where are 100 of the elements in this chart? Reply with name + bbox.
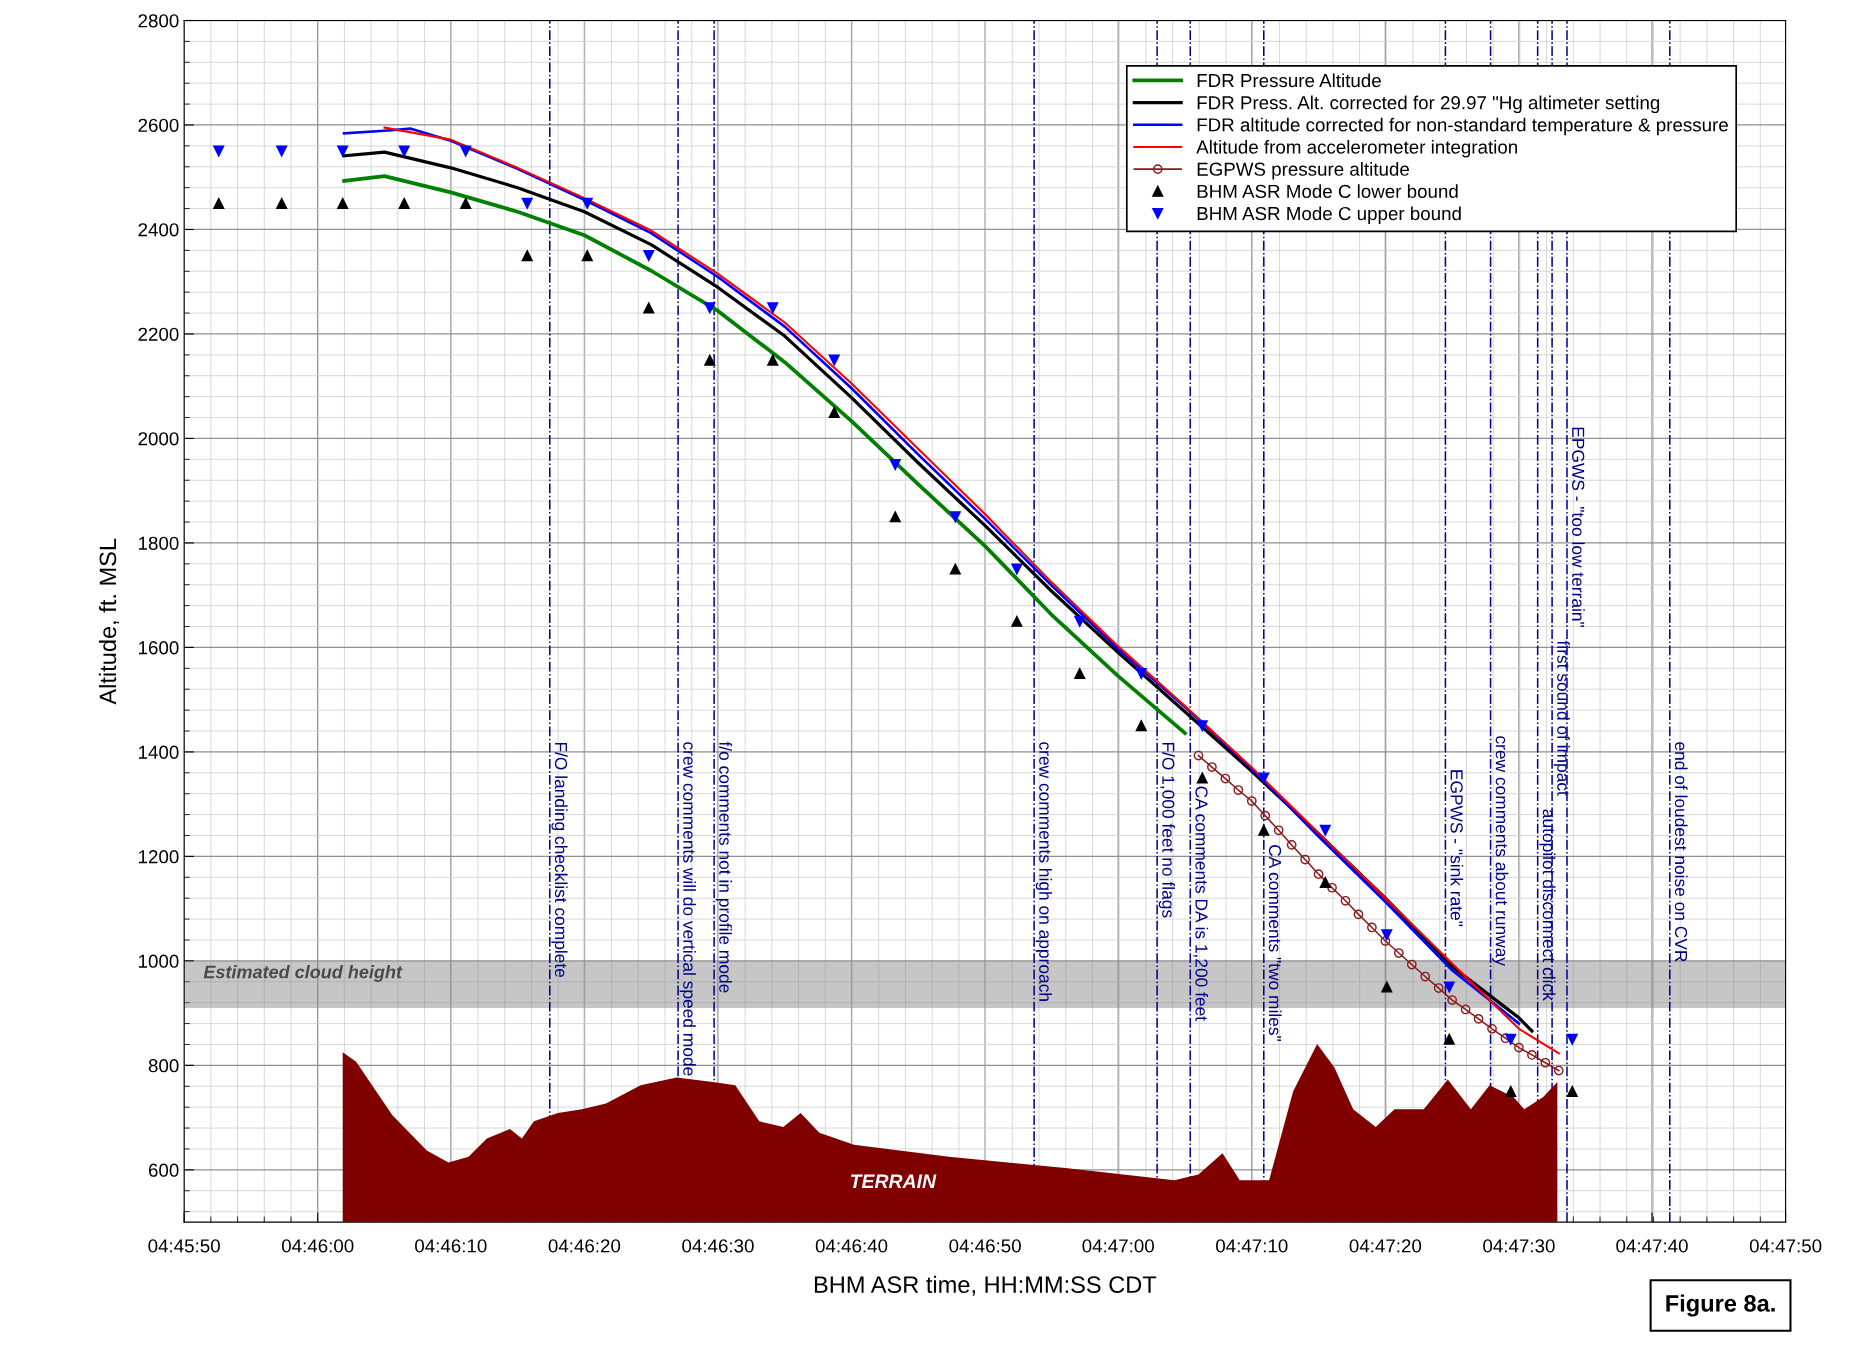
point xyxy=(1196,772,1208,784)
point xyxy=(398,197,410,209)
x-tick-label: 04:46:50 xyxy=(949,1239,1021,1253)
point xyxy=(1011,563,1023,575)
point xyxy=(1566,1033,1578,1045)
point xyxy=(521,197,533,209)
point xyxy=(949,511,961,523)
x-axis-title: BHM ASR time, HH:MM:SS CDT xyxy=(814,1275,1157,1296)
ref-line-label: EPGWS - "too low terrain" xyxy=(1572,427,1585,627)
ref-line-label: crew comments high on approach xyxy=(1035,742,1052,1001)
point xyxy=(460,197,472,209)
point xyxy=(1353,909,1364,920)
point xyxy=(1074,615,1086,627)
x-tick-label: 04:47:40 xyxy=(1616,1239,1688,1253)
point xyxy=(1258,824,1270,836)
ref-line-label: first sound of impact xyxy=(1553,640,1570,796)
point xyxy=(213,197,225,209)
point xyxy=(1406,959,1417,970)
point xyxy=(1313,869,1324,880)
point xyxy=(1233,785,1244,795)
point xyxy=(1473,1014,1484,1024)
point xyxy=(1381,981,1393,993)
point xyxy=(1393,948,1404,958)
point xyxy=(1319,824,1331,836)
point xyxy=(1260,810,1271,821)
point xyxy=(1340,895,1351,906)
y-tick-label: 1400 xyxy=(139,745,179,759)
ref-line-label: end of loudest noise on CVR xyxy=(1674,742,1688,962)
ref-line-label: CA comments DA is 1,200 feet xyxy=(1193,786,1209,1021)
point xyxy=(1220,773,1231,784)
series-label: TERRAIN xyxy=(851,1174,937,1188)
ref-line-label: EGPWS - "sink rate" xyxy=(1450,770,1464,927)
y-tick-label: 1600 xyxy=(139,641,179,655)
point xyxy=(1566,1085,1578,1098)
point xyxy=(213,145,225,157)
point xyxy=(767,354,779,366)
legend-label: FDR Pressure Altitude xyxy=(1197,73,1381,88)
point xyxy=(1433,983,1444,993)
point xyxy=(337,197,349,209)
ref-line-label: crew comments about runway xyxy=(1492,736,1509,967)
point xyxy=(1443,981,1455,993)
legend-label: BHM ASR Mode C upper bound xyxy=(1197,206,1461,224)
point xyxy=(643,250,655,262)
point xyxy=(1367,922,1377,933)
x-tick-label: 04:47:20 xyxy=(1349,1239,1422,1253)
ref-line-label: F/O landing checklist complete xyxy=(551,742,568,978)
point xyxy=(1527,1050,1537,1060)
point xyxy=(1193,750,1204,761)
y-tick-label: 1200 xyxy=(139,850,179,864)
point xyxy=(889,459,901,471)
x-tick-label: 04:47:30 xyxy=(1483,1239,1555,1253)
point xyxy=(1135,720,1147,732)
caption: Figure 8a. xyxy=(1666,1294,1775,1317)
point xyxy=(1074,667,1086,680)
x-tick-label: 04:45:50 xyxy=(148,1239,220,1253)
legend-label: FDR altitude corrected for non-standard temperature & pressure xyxy=(1197,117,1728,136)
point xyxy=(398,145,410,157)
point xyxy=(1258,772,1270,784)
point xyxy=(581,197,593,209)
point xyxy=(949,563,961,575)
point xyxy=(581,250,593,262)
ref-line-label: crew comments will do vertical speed mode xyxy=(679,742,696,1076)
point xyxy=(1246,796,1257,806)
point xyxy=(704,302,716,314)
ref-line-label: autopilot disconnect click xyxy=(1539,809,1556,1001)
point xyxy=(1207,762,1217,772)
point xyxy=(1514,1042,1524,1053)
x-tick-label: 04:46:00 xyxy=(281,1239,354,1253)
point xyxy=(1135,667,1147,680)
x-tick-label: 04:47:10 xyxy=(1216,1239,1288,1253)
y-axis-title: Altitude, ft. MSL xyxy=(98,538,120,705)
point xyxy=(276,197,288,209)
band-label: Estimated cloud height xyxy=(203,965,403,982)
point xyxy=(1319,876,1331,889)
point xyxy=(1447,995,1458,1005)
x-tick-label: 04:46:40 xyxy=(815,1239,888,1253)
point xyxy=(1286,840,1297,850)
point xyxy=(1460,1004,1471,1015)
legend-label: Altitude from accelerometer integration xyxy=(1196,139,1517,158)
x-tick-label: 04:46:20 xyxy=(548,1239,621,1253)
point xyxy=(1327,882,1337,893)
y-tick-label: 2600 xyxy=(138,118,179,132)
x-tick-label: 04:47:00 xyxy=(1082,1239,1154,1253)
legend-label: BHM ASR Mode C lower bound xyxy=(1197,184,1458,199)
y-tick-label: 1000 xyxy=(139,954,179,968)
line-series xyxy=(342,174,1187,735)
y-tick-label: 2400 xyxy=(138,223,179,237)
point xyxy=(1196,720,1208,732)
point xyxy=(1487,1023,1497,1034)
point xyxy=(337,145,349,157)
point xyxy=(828,406,840,418)
point xyxy=(1505,1033,1517,1045)
legend-label: EGPWS pressure altitude xyxy=(1197,162,1409,180)
point xyxy=(1011,615,1023,627)
y-tick-label: 2800 xyxy=(138,14,179,28)
point xyxy=(521,250,533,262)
point xyxy=(1540,1057,1551,1068)
y-tick-label: 1800 xyxy=(139,536,179,550)
ref-line-label: f/o comments not in profile mode xyxy=(715,741,732,993)
ref-line-label: F/O 1,000 feet no flags xyxy=(1158,742,1175,918)
